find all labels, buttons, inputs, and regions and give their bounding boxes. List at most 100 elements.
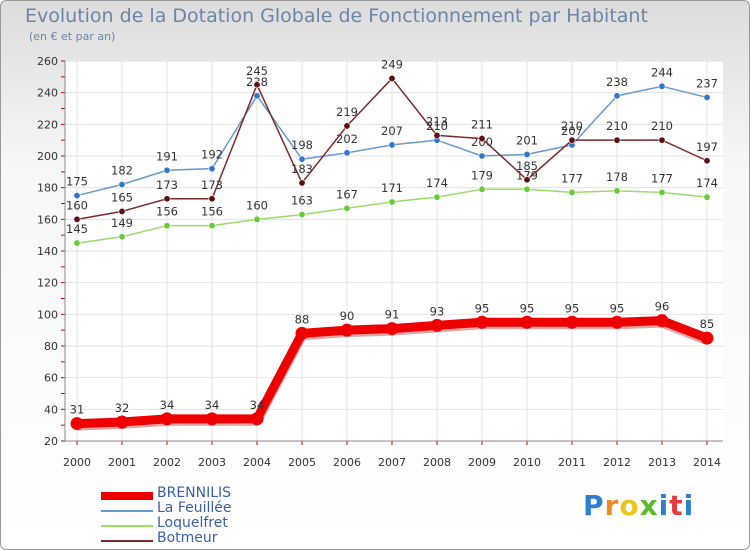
data-label: 163 [291, 194, 313, 208]
data-point [613, 92, 621, 100]
y-tick-label-180: 180 [37, 182, 58, 195]
data-point [388, 141, 396, 149]
data-label: 207 [381, 124, 403, 138]
data-label: 201 [516, 133, 538, 147]
data-label: 211 [471, 118, 493, 132]
data-point [658, 136, 666, 144]
data-point [73, 215, 81, 223]
data-point [523, 185, 531, 193]
data-point [523, 176, 531, 184]
data-label: 90 [340, 309, 355, 323]
data-label: 95 [475, 301, 490, 315]
data-label: 192 [201, 148, 223, 162]
series-loquelfret: 145 149 156 156 160 163 167 171 174 179 179 177 178 1… [66, 168, 718, 247]
y-tick-label-80: 80 [44, 340, 58, 353]
data-label: 178 [606, 170, 628, 184]
x-tick-label-2002: 2002 [153, 456, 181, 469]
data-point [163, 166, 171, 174]
data-point [388, 198, 396, 206]
data-label: 173 [201, 178, 223, 192]
y-tick-label-100: 100 [37, 308, 58, 321]
data-label: 177 [561, 171, 583, 185]
data-label: 34 [160, 398, 175, 412]
data-point [433, 193, 441, 201]
data-label: 160 [246, 198, 268, 212]
x-tick-label-2011: 2011 [558, 456, 586, 469]
data-label: 149 [111, 216, 133, 230]
x-tick-label-2001: 2001 [108, 456, 136, 469]
y-tick-label-20: 20 [44, 435, 58, 448]
data-label: 34 [250, 398, 265, 412]
data-point [160, 412, 174, 426]
data-label: 207 [561, 124, 583, 138]
data-label: 174 [696, 176, 718, 190]
data-label: 88 [295, 312, 310, 326]
data-label: 210 [561, 119, 583, 133]
data-label: 95 [610, 301, 625, 315]
data-point [208, 222, 216, 230]
data-point [253, 92, 261, 100]
x-tick-label-2005: 2005 [288, 456, 316, 469]
data-label: 96 [655, 300, 670, 314]
x-tick-label-2014: 2014 [693, 456, 721, 469]
chart-title: Evolution de la Dotation Globale de Fonc… [25, 5, 648, 27]
data-label: 213 [426, 114, 448, 128]
data-point [655, 314, 669, 328]
data-point [295, 326, 309, 340]
data-point [118, 233, 126, 241]
data-point [343, 149, 351, 157]
data-point [475, 315, 489, 329]
data-point [298, 179, 306, 187]
y-tick-label-200: 200 [37, 150, 58, 163]
data-label: 171 [381, 181, 403, 195]
data-point [658, 82, 666, 90]
x-tick-label-2003: 2003 [198, 456, 226, 469]
y-tick-label-140: 140 [37, 245, 58, 258]
y-tick-label-60: 60 [44, 372, 58, 385]
data-label: 219 [336, 105, 358, 119]
data-label: 182 [111, 164, 133, 178]
data-point [568, 136, 576, 144]
data-label: 177 [651, 171, 673, 185]
data-point [70, 417, 84, 431]
data-label: 197 [696, 140, 718, 154]
legend-label: Botmeur [157, 530, 218, 546]
x-tick-label-2009: 2009 [468, 456, 496, 469]
data-label: 156 [201, 205, 223, 219]
data-point [118, 207, 126, 215]
data-point [658, 188, 666, 196]
data-label: 91 [385, 308, 400, 322]
data-label: 95 [565, 301, 580, 315]
data-point [250, 412, 264, 426]
data-point [253, 81, 261, 89]
data-label: 238 [606, 75, 628, 89]
data-point [385, 322, 399, 336]
y-tick-label-40: 40 [44, 403, 58, 416]
data-point [340, 323, 354, 337]
data-label: 249 [381, 57, 403, 71]
data-point [73, 239, 81, 247]
data-point [478, 185, 486, 193]
data-label: 32 [115, 401, 130, 415]
data-label: 179 [471, 168, 493, 182]
x-tick-label-2000: 2000 [63, 456, 91, 469]
data-label: 145 [66, 222, 88, 236]
data-point [700, 331, 714, 345]
data-label: 210 [606, 119, 628, 133]
data-label: 173 [156, 178, 178, 192]
legend-label: Loquelfret [157, 515, 228, 531]
data-label: 34 [205, 398, 220, 412]
data-label: 245 [246, 64, 268, 78]
data-point [298, 211, 306, 219]
data-point [163, 222, 171, 230]
data-label: 210 [651, 119, 673, 133]
x-tick-label-2010: 2010 [513, 456, 541, 469]
data-point [115, 415, 129, 429]
y-tick-label-160: 160 [37, 213, 58, 226]
logo-text: Proxiti [583, 489, 695, 522]
legend-swatch [101, 540, 153, 542]
x-tick-label-2006: 2006 [333, 456, 361, 469]
